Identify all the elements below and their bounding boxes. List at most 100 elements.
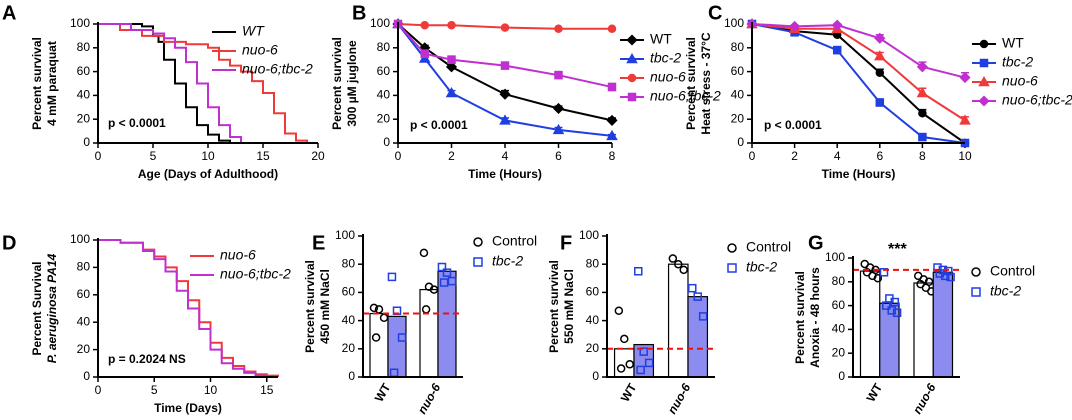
y-axis-label: Percent survival bbox=[30, 37, 44, 130]
marker bbox=[607, 82, 617, 92]
legend-label: WT bbox=[650, 31, 672, 47]
panel-letter: A bbox=[2, 2, 16, 24]
marker bbox=[439, 278, 449, 287]
marker bbox=[916, 61, 928, 73]
marker bbox=[606, 114, 618, 126]
series-line bbox=[98, 23, 308, 143]
y-tick-label: 80 bbox=[586, 256, 600, 270]
bar bbox=[913, 282, 934, 378]
marker bbox=[668, 254, 678, 263]
series-line bbox=[397, 23, 612, 30]
y-axis-label: Percent Survival bbox=[30, 261, 44, 355]
panel-letter: D bbox=[2, 232, 16, 254]
marker bbox=[935, 269, 945, 278]
marker bbox=[875, 68, 885, 78]
y-axis-label: 300 µM juglone bbox=[345, 40, 359, 127]
y-tick-label: 0 bbox=[83, 369, 90, 383]
annotation: p < 0.0001 bbox=[410, 118, 468, 132]
marker bbox=[371, 333, 381, 342]
axes bbox=[606, 234, 715, 378]
y-tick-label: 40 bbox=[586, 313, 600, 327]
marker bbox=[873, 273, 883, 283]
marker bbox=[499, 88, 511, 100]
marker bbox=[420, 20, 429, 30]
annotation: p = 0.2024 NS bbox=[108, 352, 186, 366]
legend-label: tbc-2 bbox=[1002, 54, 1033, 70]
marker bbox=[473, 257, 483, 267]
y-tick-label: 80 bbox=[77, 40, 91, 54]
marker bbox=[397, 333, 407, 342]
y-tick-label: 80 bbox=[77, 260, 91, 274]
marker bbox=[369, 303, 379, 313]
x-tick-label: 6 bbox=[876, 149, 883, 163]
y-axis-label: Percent survival bbox=[793, 271, 807, 364]
y-tick-label: 0 bbox=[348, 369, 355, 383]
x-tick-label: WT bbox=[864, 381, 886, 405]
y-tick-label: 20 bbox=[342, 341, 356, 355]
y-axis-label: 4 mM paraquat bbox=[45, 41, 59, 126]
series-line bbox=[98, 239, 278, 378]
y-tick-label: 40 bbox=[377, 88, 391, 102]
marker bbox=[636, 365, 645, 375]
series-line bbox=[751, 23, 966, 144]
marker bbox=[554, 24, 563, 34]
legend-label: Control bbox=[746, 239, 791, 255]
y-axis-label: 550 mM NaCl bbox=[562, 269, 576, 344]
marker bbox=[933, 263, 942, 272]
marker bbox=[442, 268, 452, 277]
legend-label: WT bbox=[1002, 35, 1024, 51]
y-tick-label: 0 bbox=[383, 135, 390, 149]
legend-label: tbc-2 bbox=[990, 283, 1021, 299]
marker bbox=[445, 61, 458, 73]
legend-label: nuo-6 bbox=[1002, 73, 1038, 89]
marker bbox=[890, 297, 900, 307]
marker bbox=[698, 312, 708, 321]
marker bbox=[874, 32, 886, 44]
x-tick-label: WT bbox=[372, 381, 394, 405]
marker bbox=[882, 301, 891, 310]
x-tick-label: 4 bbox=[834, 149, 841, 163]
y-axis-label: 450 mM NaCl bbox=[318, 269, 332, 344]
marker bbox=[447, 276, 457, 286]
y-tick-label: 60 bbox=[77, 287, 91, 301]
legend-label: tbc-2 bbox=[492, 253, 523, 269]
series-line bbox=[751, 23, 966, 122]
marker bbox=[500, 23, 510, 32]
panel-letter: C bbox=[708, 2, 722, 24]
marker bbox=[916, 86, 929, 98]
marker bbox=[831, 19, 843, 31]
panel-letter: E bbox=[312, 232, 325, 254]
x-tick-label: WT bbox=[618, 381, 640, 405]
y-axis-label: P. aeruginosa PA14 bbox=[45, 253, 59, 363]
y-tick-label: 100 bbox=[335, 228, 355, 242]
y-tick-label: 20 bbox=[377, 111, 391, 125]
y-tick-label: 20 bbox=[731, 111, 745, 125]
marker bbox=[500, 61, 510, 70]
marker bbox=[946, 272, 955, 282]
y-tick-label: 60 bbox=[342, 285, 356, 299]
axes bbox=[852, 256, 960, 378]
marker bbox=[879, 268, 889, 277]
marker bbox=[387, 272, 397, 282]
marker bbox=[679, 265, 688, 275]
y-tick-label: 40 bbox=[832, 322, 846, 336]
y-tick-label: 100 bbox=[70, 16, 90, 30]
y-tick-label: 60 bbox=[77, 64, 91, 78]
panel-letter: F bbox=[560, 232, 572, 254]
x-tick-label: 0 bbox=[95, 383, 102, 397]
marker bbox=[727, 243, 737, 253]
marker bbox=[445, 86, 458, 98]
y-axis-label: Percent survival bbox=[330, 37, 344, 130]
x-tick-label: 8 bbox=[609, 149, 616, 163]
x-tick-label: 0 bbox=[749, 149, 756, 163]
x-tick-label: 5 bbox=[151, 383, 158, 397]
y-tick-label: 100 bbox=[70, 232, 90, 246]
y-axis-label: Percent survival bbox=[547, 260, 561, 353]
marker bbox=[625, 360, 634, 369]
marker bbox=[473, 237, 483, 247]
x-tick-label: 2 bbox=[791, 149, 798, 163]
legend-label: Control bbox=[492, 233, 537, 249]
marker bbox=[419, 248, 429, 258]
y-tick-label: 80 bbox=[342, 256, 356, 270]
